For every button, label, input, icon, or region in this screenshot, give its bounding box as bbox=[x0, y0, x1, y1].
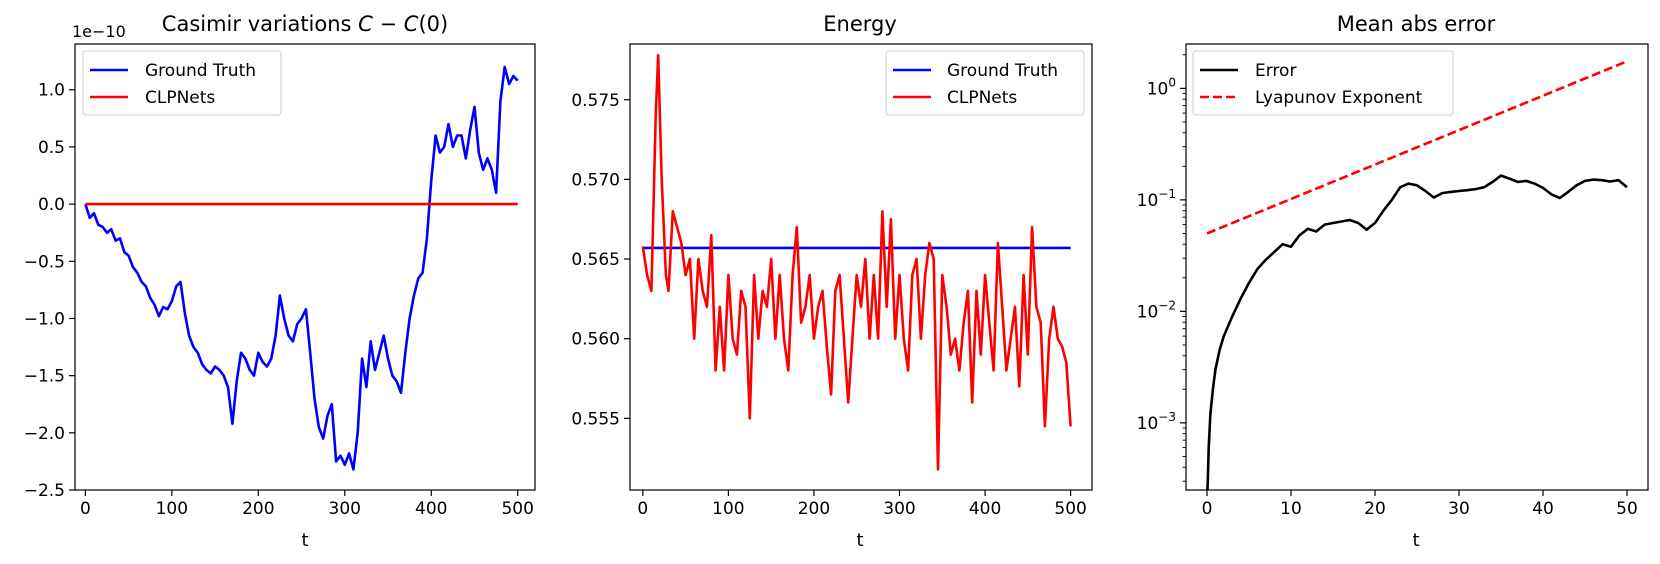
casimir-title: Casimir variations C − C(0) bbox=[162, 12, 448, 36]
casimir-panel: Casimir variations C − C(0) 1e−10 0 100 20… bbox=[24, 12, 536, 551]
energy-legend: Ground Truth CLPNets bbox=[885, 50, 1085, 116]
error-title: Mean abs error bbox=[1337, 12, 1496, 36]
energy-x-tick-label: 0 bbox=[637, 499, 648, 519]
energy-y-tick-label: 0.575 bbox=[571, 91, 620, 111]
error-legend-label-error: Error bbox=[1255, 61, 1296, 81]
error-line-lyapunov-exponent bbox=[1206, 60, 1628, 235]
error-y-tick-label: 100 bbox=[1147, 75, 1176, 99]
energy-y-tick-label: 0.555 bbox=[571, 409, 620, 429]
error-x-tick-label: 0 bbox=[1202, 499, 1213, 519]
energy-x-tick-label: 500 bbox=[1054, 499, 1086, 519]
energy-legend-label-clpnets: CLPNets bbox=[947, 88, 1017, 108]
energy-x-axis-label: t bbox=[856, 530, 863, 551]
error-line-error bbox=[1206, 174, 1628, 490]
casimir-series-layer bbox=[84, 65, 519, 471]
error-x-ticks: 0 10 20 30 40 50 bbox=[1202, 490, 1638, 519]
casimir-legend-box bbox=[82, 50, 282, 116]
energy-x-tick-label: 100 bbox=[712, 499, 744, 519]
error-x-tick-label: 30 bbox=[1448, 499, 1470, 519]
energy-panel: Energy 0 100 200 300 400 500 0.5550.5600.5650… bbox=[571, 12, 1093, 551]
energy-axes-frame bbox=[629, 43, 1093, 491]
error-x-tick-label: 20 bbox=[1364, 499, 1386, 519]
error-y-tick-label: 10−2 bbox=[1137, 298, 1176, 322]
casimir-x-tick-label: 100 bbox=[156, 499, 188, 519]
energy-legend-label-ground-truth: Ground Truth bbox=[947, 61, 1058, 81]
energy-y-tick-label: 0.560 bbox=[571, 330, 620, 350]
error-y-tick-label: 10−3 bbox=[1137, 410, 1176, 434]
energy-y-tick-label: 0.570 bbox=[571, 170, 620, 190]
casimir-y-tick-label: −1.5 bbox=[24, 367, 65, 387]
error-x-tick-label: 50 bbox=[1616, 499, 1638, 519]
casimir-y-tick-label: −2.0 bbox=[24, 424, 65, 444]
casimir-y-tick-label: 0.0 bbox=[38, 195, 65, 215]
error-x-axis-label: t bbox=[1412, 530, 1419, 551]
casimir-legend-label-clpnets: CLPNets bbox=[145, 88, 215, 108]
error-y-ticks: 10−3 10−2 10−1 100 bbox=[1137, 54, 1186, 482]
casimir-legend: Ground Truth CLPNets bbox=[82, 50, 282, 116]
casimir-y-ticks: −2.5 −2.0 −1.5 −1.0 −0.5 0.0 0.5 1.0 bbox=[24, 81, 75, 501]
casimir-y-tick-label: −1.0 bbox=[24, 309, 65, 329]
casimir-axes-frame bbox=[74, 43, 536, 491]
casimir-y-scale-label: 1e−10 bbox=[72, 22, 126, 41]
energy-series-layer bbox=[641, 53, 1072, 471]
casimir-line-ground-truth bbox=[84, 65, 519, 471]
casimir-y-tick-label: 1.0 bbox=[38, 81, 65, 101]
energy-title: Energy bbox=[823, 12, 897, 36]
energy-y-ticks: 0.555 0.560 0.565 0.570 0.575 bbox=[571, 91, 630, 429]
energy-y-tick-label: 0.565 bbox=[571, 250, 620, 270]
energy-x-ticks: 0 100 200 300 400 500 bbox=[637, 490, 1087, 519]
casimir-y-tick-label: −2.5 bbox=[24, 481, 65, 501]
error-x-tick-label: 10 bbox=[1280, 499, 1302, 519]
energy-x-tick-label: 300 bbox=[883, 499, 915, 519]
casimir-x-axis-label: t bbox=[301, 530, 308, 551]
error-legend-label-lyapunov: Lyapunov Exponent bbox=[1255, 88, 1423, 108]
energy-legend-box bbox=[885, 50, 1085, 116]
casimir-x-tick-label: 300 bbox=[329, 499, 361, 519]
error-panel: Mean abs error 0 10 20 30 40 50 10−310−210−11… bbox=[1137, 12, 1649, 551]
error-axes-frame bbox=[1185, 43, 1649, 491]
energy-x-tick-label: 400 bbox=[969, 499, 1001, 519]
casimir-y-tick-label: −0.5 bbox=[24, 252, 65, 272]
error-legend-box bbox=[1192, 50, 1454, 116]
casimir-x-tick-label: 500 bbox=[501, 499, 533, 519]
error-series-layer bbox=[1206, 60, 1628, 490]
energy-line-clpnets bbox=[641, 53, 1072, 471]
error-x-tick-label: 40 bbox=[1532, 499, 1554, 519]
casimir-x-tick-label: 400 bbox=[415, 499, 447, 519]
casimir-y-tick-label: 0.5 bbox=[38, 138, 65, 158]
energy-x-tick-label: 200 bbox=[798, 499, 830, 519]
error-legend: Error Lyapunov Exponent bbox=[1192, 50, 1454, 116]
casimir-x-tick-label: 0 bbox=[80, 499, 91, 519]
casimir-legend-label-ground-truth: Ground Truth bbox=[145, 61, 256, 81]
error-y-tick-label: 10−1 bbox=[1137, 187, 1176, 211]
casimir-x-tick-label: 200 bbox=[242, 499, 274, 519]
casimir-x-ticks: 0 100 200 300 400 500 bbox=[80, 490, 534, 519]
